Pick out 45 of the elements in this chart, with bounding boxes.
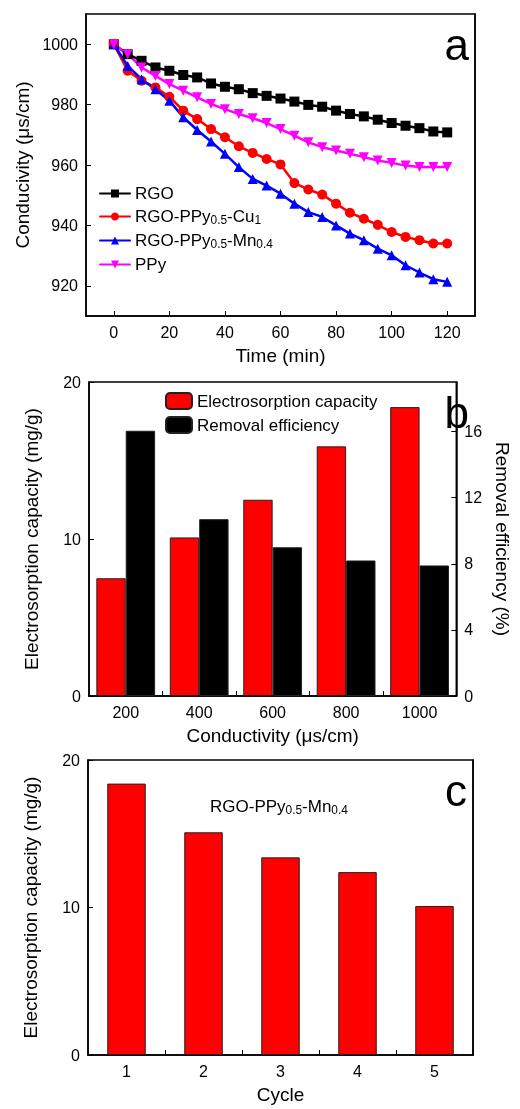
x-axis-title: Time (min) [235,345,326,366]
x-tick-label: 4 [353,1062,363,1080]
y-axis-title: Conducivity (μs/cm) [11,81,33,249]
y-tick-label: 960 [51,156,79,174]
legend-label: Electrosorption capacity [197,391,378,411]
x-tick-label: 600 [259,703,287,721]
y-tick-label: 940 [51,216,79,234]
y-axis-title: Electrosorption capacity (mg/g) [20,776,41,1039]
y-tick-label: 1000 [42,35,79,53]
x-tick-label: 5 [430,1062,440,1080]
x-tick-label: 120 [433,323,461,341]
y-tick-label: 10 [62,899,81,916]
y-axis-title: Electrosorption capacity (mg/g) [21,408,42,670]
y2-tick-label: 4 [464,621,474,639]
x-axis-title: Conductivity (μs/cm) [186,725,359,746]
y-tick-label: 980 [51,96,79,114]
legend-label: Removal efficiency [197,415,340,435]
y2-tick-label: 8 [464,555,474,573]
y2-axis-title: Removal efficiency (%) [492,442,513,636]
legend-label: RGO [135,184,174,203]
y-tick-label: 920 [51,277,79,295]
y-tick-label: 0 [72,687,82,705]
legend-label: PPy [135,255,167,274]
x-tick-label: 200 [112,703,140,721]
y-tick-label: 20 [63,373,82,391]
x-tick-label: 400 [185,703,213,721]
x-axis-title: Cycle [256,1084,305,1105]
y2-tick-label: 0 [464,687,474,705]
x-tick-label: 1 [122,1062,132,1080]
x-tick-label: 0 [109,323,119,341]
y-tick-label: 10 [63,530,82,548]
x-tick-label: 40 [216,323,234,341]
x-tick-label: 20 [160,323,179,341]
y-tick-label: 0 [71,1046,81,1064]
y2-tick-label: 12 [464,489,483,507]
annotation: c [445,765,467,815]
annotation: a [444,19,470,69]
x-tick-label: 1000 [401,703,438,721]
x-tick-label: 800 [332,703,360,721]
x-tick-label: 60 [271,323,290,341]
x-tick-label: 80 [327,323,346,341]
y-tick-label: 20 [62,751,81,769]
x-tick-label: 3 [276,1062,286,1080]
x-tick-label: 100 [378,323,406,341]
x-tick-label: 2 [199,1062,209,1080]
